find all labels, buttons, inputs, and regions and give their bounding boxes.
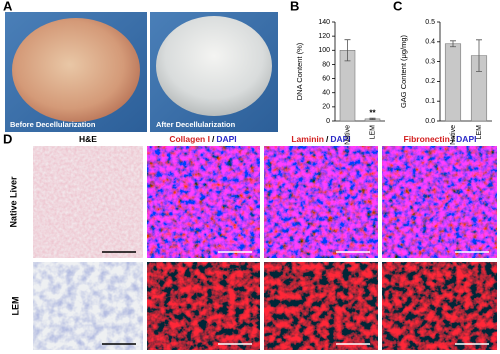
column-headers: H&E Collagen I / DAPI Laminin / DAPI Fibronecti… (79, 134, 476, 144)
image-fluor (147, 262, 260, 350)
header-part: / (452, 134, 455, 144)
y-tick-label: 0 (326, 118, 330, 125)
header-part: Collagen I (169, 134, 210, 144)
header-part: Fibronectin (404, 134, 450, 144)
image-he (33, 146, 143, 258)
y-tick-label: 120 (318, 33, 330, 40)
caption: After Decellularization (156, 120, 236, 129)
row-label: Native Liver (8, 176, 18, 228)
header-part: DAPI (216, 134, 236, 144)
y-tick-label: 0.3 (425, 58, 435, 65)
annotation: ** (369, 108, 376, 117)
header-part: DAPI (456, 134, 476, 144)
bar (444, 43, 462, 122)
y-tick-label: 80 (322, 61, 330, 68)
y-axis-label: DNA Content (%) (295, 42, 304, 100)
column-header: Collagen I / DAPI (169, 134, 236, 144)
y-tick-label: 40 (322, 90, 330, 97)
header-part: H&E (79, 134, 97, 144)
y-tick-label: 0.2 (425, 78, 435, 85)
error-bar (476, 39, 482, 72)
y-tick-label: 60 (322, 75, 330, 82)
row-label: LEM (10, 297, 20, 316)
column-header: H&E (79, 134, 97, 144)
y-tick-label: 0.5 (425, 19, 435, 26)
x-tick-label: Native (344, 125, 351, 145)
panel-label: C (393, 0, 403, 13)
error-bar (369, 117, 376, 120)
header-part: DAPI (330, 134, 350, 144)
image-he (33, 262, 143, 350)
image-fluor (382, 146, 497, 258)
header-part: Laminin (291, 134, 324, 144)
image-fluor (382, 262, 497, 350)
y-axis-label: GAG Content (μg/mg) (399, 34, 408, 108)
y-tick-label: 100 (318, 47, 330, 54)
y-tick-label: 20 (322, 104, 330, 111)
column-header: Fibronectin / DAPI (404, 134, 477, 144)
panel-label: B (290, 0, 299, 13)
panel-label: A (3, 0, 13, 13)
x-tick-label: Native (450, 125, 457, 145)
image-fluor (264, 262, 378, 350)
image-fluor (147, 146, 260, 258)
x-tick-label: LEM (476, 125, 483, 140)
scale-bars (102, 251, 489, 345)
y-tick-label: 0.1 (425, 98, 435, 105)
column-header: Laminin / DAPI (291, 134, 350, 144)
y-tick-label: 140 (318, 19, 330, 26)
header-part: / (326, 134, 329, 144)
panel-label: D (3, 131, 12, 146)
header-part: / (212, 134, 215, 144)
y-tick-label: 0.4 (425, 39, 435, 46)
error-bar (450, 40, 456, 48)
y-tick-label: 0.0 (425, 118, 435, 125)
caption: Before Decellularization (10, 120, 96, 129)
x-tick-label: LEM (369, 125, 376, 140)
error-bar (344, 39, 351, 62)
liver (12, 18, 140, 122)
image-fluor (264, 146, 378, 258)
lem (156, 16, 272, 116)
